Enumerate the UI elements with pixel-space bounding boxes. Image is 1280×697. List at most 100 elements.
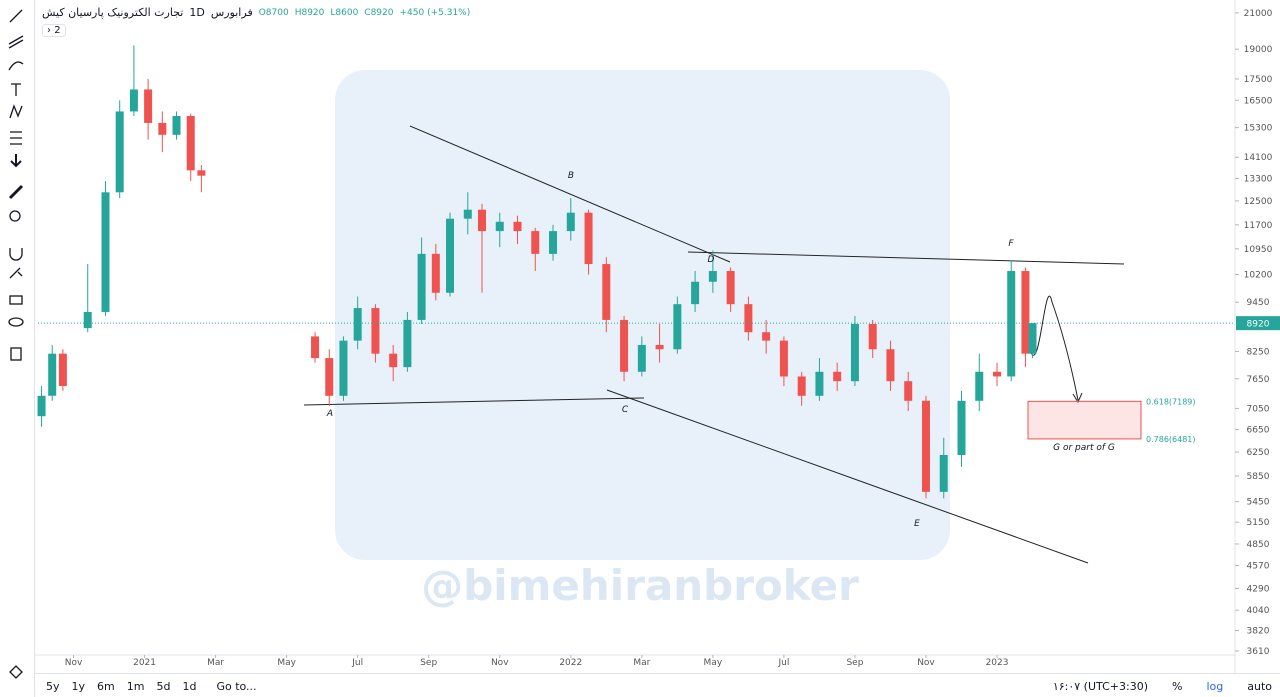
magnet-tool[interactable]	[9, 248, 23, 261]
range[interactable]: 1y	[71, 679, 86, 693]
trend-line	[687, 251, 1125, 265]
range[interactable]: 1d	[182, 679, 197, 693]
y-tick-label: 14100	[1244, 153, 1273, 163]
candle-body	[850, 323, 859, 382]
y-tick-label: 3820	[1247, 626, 1270, 636]
bottom-bar: 5y 1y 6m 1m 5d 1d Go to... ۱۶:۰۷ (UTC+3:…	[34, 673, 1280, 697]
lock-tool[interactable]	[9, 295, 23, 305]
candle-body	[186, 115, 195, 171]
y-tick-label: 16500	[1244, 96, 1273, 106]
y-tick-label: 19000	[1244, 45, 1273, 55]
candle-body	[939, 454, 948, 492]
candle-body	[637, 344, 646, 372]
percent[interactable]: %	[1172, 679, 1183, 693]
target-zone	[1027, 400, 1142, 440]
candle-body	[446, 218, 455, 293]
x-tick-label: Nov	[491, 658, 509, 668]
line-tool[interactable]	[9, 9, 23, 23]
candle-body	[549, 231, 558, 254]
candle-body	[197, 170, 206, 176]
candle-body	[1021, 271, 1030, 354]
y-tick-label: 5150	[1247, 518, 1270, 528]
pattern-tool[interactable]	[9, 104, 23, 119]
candle-body	[101, 192, 110, 312]
eye-tool[interactable]	[8, 317, 24, 327]
arrow-tool[interactable]	[10, 154, 22, 168]
layers-tool[interactable]	[9, 665, 23, 679]
wave-label: F	[1008, 239, 1014, 249]
candle-body	[417, 253, 426, 320]
trend-line	[606, 389, 1089, 564]
fib-tool[interactable]	[10, 131, 22, 145]
symbol[interactable]: تجارت الکترونیک پارسیان کیش	[42, 6, 184, 19]
zoom-tool[interactable]	[9, 210, 21, 222]
candle-body	[584, 212, 593, 265]
open: O8700	[258, 7, 289, 18]
candle-body	[797, 376, 806, 396]
range[interactable]: 6m	[97, 679, 115, 693]
x-tick-label: Jul	[777, 658, 789, 668]
log-toggle[interactable]: log	[1206, 679, 1224, 693]
low: L8600	[330, 7, 359, 18]
candle-body	[389, 353, 398, 368]
high: H8920	[294, 7, 325, 18]
close: C8920	[364, 7, 394, 18]
left-toolbar	[0, 0, 35, 697]
range[interactable]: 5d	[156, 679, 171, 693]
text-tool[interactable]	[11, 83, 21, 96]
candle-body	[477, 209, 486, 232]
trend-line	[409, 125, 731, 263]
y-tick-label: 3610	[1247, 647, 1270, 657]
candle-body	[371, 308, 380, 354]
fib-label: 0.618(7189)	[1146, 397, 1196, 406]
candle-body	[339, 340, 348, 396]
candle-body	[993, 371, 1002, 377]
interval[interactable]: 1D	[189, 6, 205, 19]
y-tick-label: 11700	[1244, 221, 1273, 231]
range[interactable]: 5y	[46, 679, 60, 693]
y-tick-label: 5450	[1247, 498, 1270, 508]
x-tick-label: May	[277, 658, 296, 668]
y-tick-label: 7650	[1247, 375, 1270, 385]
y-tick-label: 4040	[1247, 606, 1270, 616]
candle-body	[83, 311, 92, 329]
candle-body	[566, 212, 575, 232]
candle-body	[1028, 323, 1037, 354]
candle-body	[957, 400, 966, 455]
range[interactable]: 1m	[126, 679, 145, 693]
y-tick-label: 6650	[1247, 426, 1270, 436]
y-tick-label: 4570	[1247, 562, 1270, 572]
candle-body	[1007, 271, 1016, 377]
candle-body	[513, 221, 522, 232]
wave-label: B	[568, 171, 574, 181]
logo-watermark	[335, 70, 950, 560]
goto[interactable]: Go to...	[216, 679, 257, 693]
candle-body	[158, 122, 167, 135]
candle-body	[172, 115, 181, 135]
x-tick-label: Sep	[846, 658, 863, 668]
auto-toggle[interactable]: auto	[1247, 679, 1272, 693]
y-tick-label: 7050	[1247, 404, 1270, 414]
candle-body	[325, 358, 334, 396]
candle-body	[726, 271, 735, 305]
lock-draw-tool[interactable]	[9, 267, 23, 279]
wave-label: C	[622, 405, 629, 415]
candle-body	[691, 281, 700, 305]
y-tick-label: 4850	[1247, 540, 1270, 550]
wave-label: E	[914, 519, 920, 529]
candle-body	[620, 319, 629, 372]
indicator-toggle[interactable]: › 2	[42, 24, 66, 37]
projection-arrow	[1029, 295, 1079, 401]
x-tick-label: Mar	[633, 658, 650, 668]
bottom-right: ۱۶:۰۷ (UTC+3:30) % log auto	[1041, 680, 1272, 693]
candle-body	[531, 231, 540, 254]
ruler-tool[interactable]	[8, 184, 24, 200]
x-tick-label: 2022	[559, 658, 582, 668]
candle-body	[48, 353, 57, 396]
candle-body	[708, 271, 717, 282]
channel-tool[interactable]	[8, 35, 24, 49]
y-tick-label: 10200	[1244, 271, 1273, 281]
brush-tool[interactable]	[8, 61, 24, 71]
trash-tool[interactable]	[10, 347, 22, 361]
